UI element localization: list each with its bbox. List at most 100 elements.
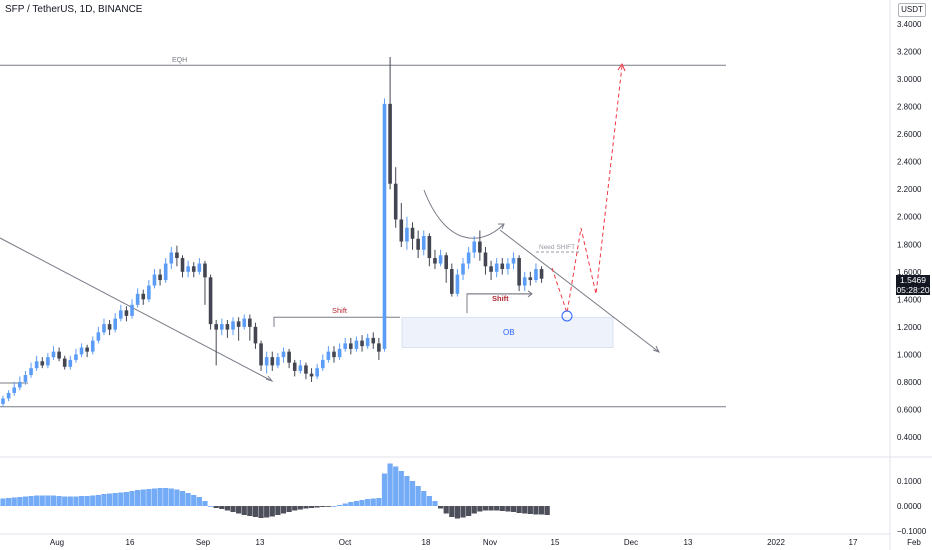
candle-body xyxy=(298,365,303,371)
candle-body xyxy=(416,238,420,250)
drawing-lines-layer xyxy=(0,62,726,408)
candle-body xyxy=(68,359,73,367)
candle-body xyxy=(34,361,39,369)
ob-label: OB xyxy=(503,328,515,337)
oscillator-bar xyxy=(370,498,376,506)
shift-line-1 xyxy=(273,316,400,327)
oscillator-bar xyxy=(213,506,219,508)
last-price-badge: 1.5469 xyxy=(896,275,930,285)
oscillator-bar xyxy=(460,506,466,518)
candle-body xyxy=(450,269,454,294)
oscillator-bar xyxy=(454,506,461,519)
oscillator-axis[interactable]: 0.1000 0.0000 −0.1000 xyxy=(897,477,927,536)
price-tick-label: 0.8000 xyxy=(897,378,922,387)
oscillator-bar xyxy=(471,506,477,514)
oscillator-bar xyxy=(404,476,410,506)
candle-body xyxy=(191,266,196,272)
oscillator-bar xyxy=(510,506,517,512)
candle-body xyxy=(74,354,78,360)
oscillator-bar xyxy=(252,506,259,517)
oscillator-bar xyxy=(398,471,404,506)
oscillator-bar xyxy=(179,491,186,506)
candle-body xyxy=(483,252,488,267)
candle-body xyxy=(517,258,521,286)
candle-body xyxy=(489,266,493,272)
oscillator-bar xyxy=(488,506,494,511)
rotated-label: ... xyxy=(570,281,578,289)
currency-button[interactable]: USDT xyxy=(898,3,926,17)
oscillator-bar xyxy=(241,506,247,515)
candle-body xyxy=(57,351,61,359)
oscillator-bar xyxy=(393,466,399,506)
oscillator-bar xyxy=(151,488,158,506)
chart-title: SFP / TetherUS, 1D, BINANCE xyxy=(5,4,143,15)
oscillator-bar xyxy=(359,500,365,506)
oscillator-bar xyxy=(269,506,275,517)
candle-body xyxy=(248,318,252,327)
candle-body xyxy=(163,263,168,281)
oscillator-tick-label: 0.0000 xyxy=(897,502,922,511)
oscillator-bar xyxy=(73,496,79,506)
candle-body xyxy=(281,351,286,358)
oscillator-bar xyxy=(34,495,40,506)
price-tick-label: 1.2000 xyxy=(897,323,922,332)
oscillator-bar xyxy=(17,497,23,506)
oscillator-bar xyxy=(337,505,343,506)
candle-body xyxy=(326,351,331,360)
candle-body xyxy=(478,241,482,253)
oscillator-bar xyxy=(421,491,427,506)
candle-body xyxy=(214,324,218,330)
candle-body xyxy=(46,357,50,366)
oscillator-bar xyxy=(140,489,146,506)
oscillator-bar xyxy=(185,493,191,506)
oscillator-bar xyxy=(527,506,533,514)
candle-body xyxy=(259,343,263,366)
candle-body xyxy=(12,387,17,393)
candle-body xyxy=(337,348,342,358)
candle-body xyxy=(304,365,308,374)
candle-body xyxy=(343,343,348,349)
oscillator-bar xyxy=(123,492,130,506)
oscillator-bar xyxy=(292,506,298,511)
candle-body xyxy=(29,368,33,376)
time-axis[interactable]: Aug 16 Sep 13 Oct 18 Nov 15 Dec 13 2022 17 Feb xyxy=(50,538,922,547)
price-tick-label: 2.4000 xyxy=(897,158,922,167)
time-tick-label: Oct xyxy=(339,538,352,547)
price-axis[interactable]: 3.4000 3.2000 3.0000 2.8000 2.6000 2.4000 2.20… xyxy=(897,20,922,442)
oscillator-bar xyxy=(522,506,528,514)
shift-label-2: Shift xyxy=(492,294,509,303)
candle-body xyxy=(360,340,364,347)
candle-body xyxy=(18,381,22,388)
candle-body xyxy=(225,324,230,330)
candle-body xyxy=(169,252,174,264)
candle-body xyxy=(433,258,437,264)
annotation-text-layer: EQH Shift Shift OB Need SHIFT... xyxy=(172,57,578,337)
candle-body xyxy=(405,227,409,242)
candle-body xyxy=(472,241,477,253)
candle-body xyxy=(320,359,325,369)
price-tick-label: 2.6000 xyxy=(897,130,922,139)
oscillator-bar xyxy=(62,496,68,506)
candle-body xyxy=(444,255,448,270)
shift-arrow-2 xyxy=(467,290,533,298)
oscillator-bar xyxy=(437,506,444,509)
oscillator-bar xyxy=(50,495,57,506)
oscillator-bar xyxy=(129,491,135,506)
projection-arrowhead xyxy=(617,62,626,72)
oscillator-bar xyxy=(286,506,292,512)
candle-body xyxy=(461,263,465,275)
candle-body xyxy=(124,310,129,316)
time-tick-label: 13 xyxy=(256,538,265,547)
oscillator-bar xyxy=(264,506,270,518)
oscillator-bar xyxy=(39,495,45,506)
candle-body xyxy=(175,252,179,259)
price-tick-label: 1.4000 xyxy=(897,295,922,304)
candle-body xyxy=(528,277,533,281)
candle-body xyxy=(511,258,516,264)
oscillator-bar xyxy=(477,506,483,512)
candles-layer xyxy=(1,57,544,407)
price-tick-label: 2.8000 xyxy=(897,103,922,112)
candle-body xyxy=(393,183,398,220)
candle-body xyxy=(158,274,162,281)
